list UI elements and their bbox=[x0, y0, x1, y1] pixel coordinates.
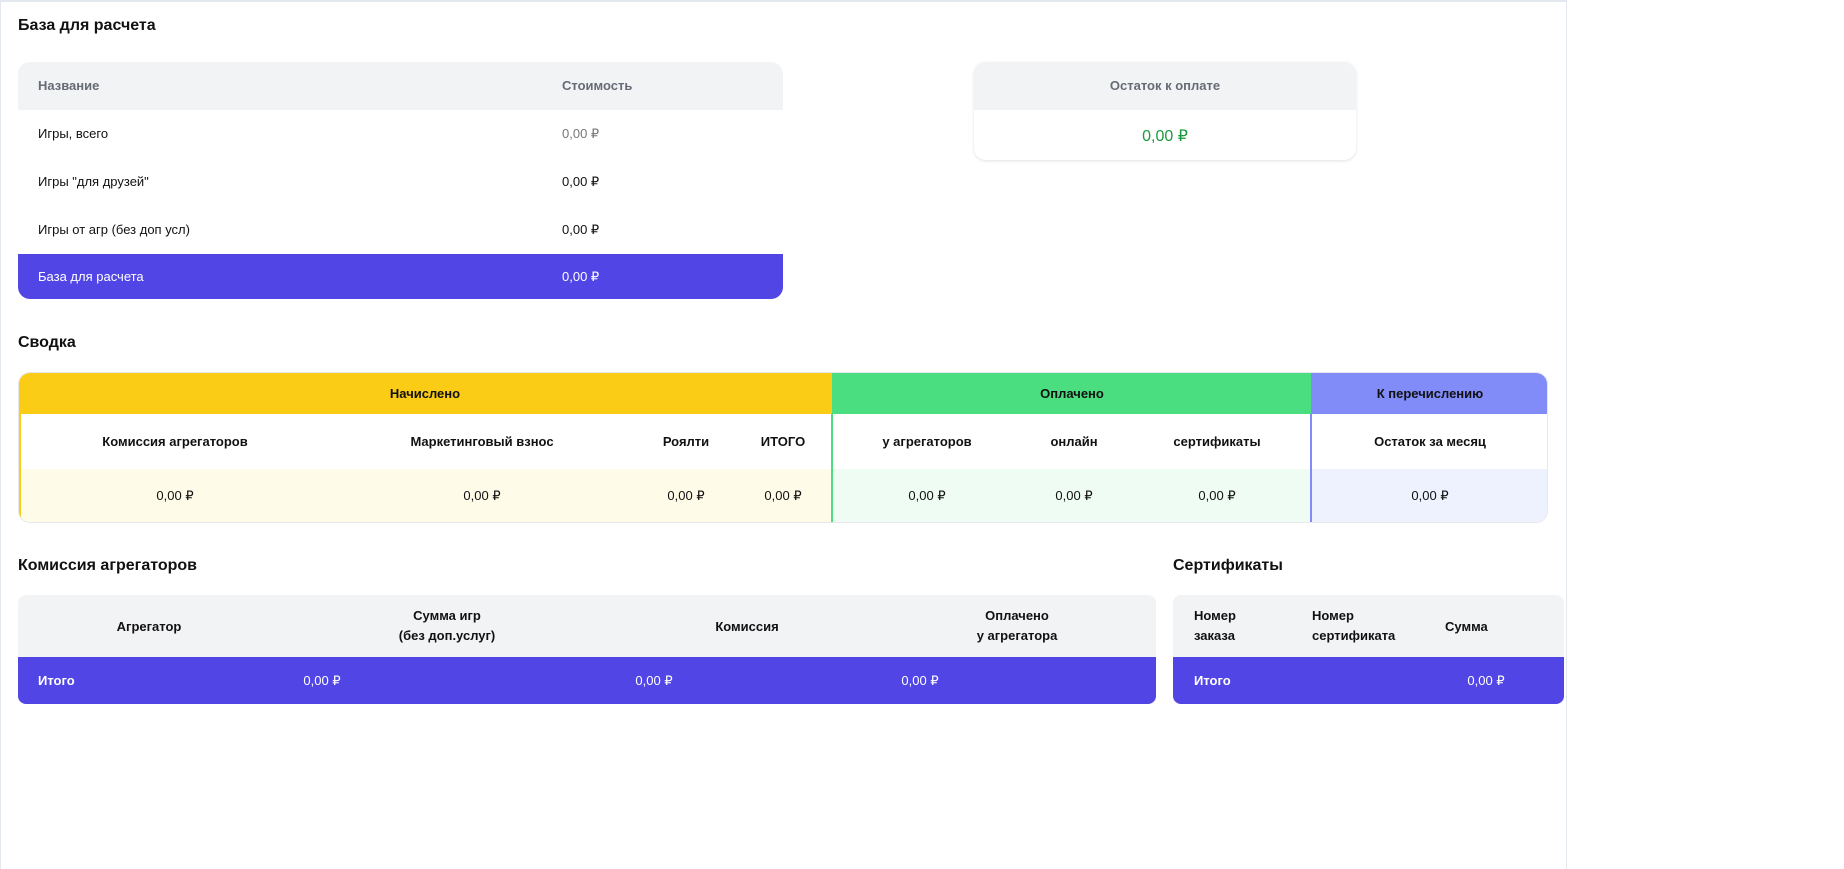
cell-value: 0,00 ₽ bbox=[463, 488, 501, 503]
row-name: Игры от агр (без доп усл) bbox=[38, 222, 190, 237]
col-header: (без доп.услуг) bbox=[398, 628, 496, 643]
group-accrued: Начислено bbox=[19, 373, 832, 414]
cell-value: 0,00 ₽ bbox=[667, 488, 705, 503]
row-value: 0,00 ₽ bbox=[562, 174, 600, 189]
group-label: К перечислению bbox=[1376, 386, 1484, 401]
col-name-header: Название bbox=[38, 78, 100, 93]
col-header: онлайн bbox=[1050, 434, 1098, 449]
content-panel bbox=[0, 0, 1567, 869]
col-header: Агрегатор bbox=[116, 619, 182, 634]
table-row: Игры "для друзей" 0,00 ₽ bbox=[18, 158, 783, 206]
table-row: Игры от агр (без доп усл) 0,00 ₽ bbox=[18, 206, 783, 254]
aggregators-table: Агрегатор Сумма игр (без доп.услуг) Коми… bbox=[18, 595, 1156, 704]
aggregators-total-row: Итого 0,00 ₽ 0,00 ₽ 0,00 ₽ bbox=[18, 657, 1156, 704]
base-table-header: Название Стоимость bbox=[18, 62, 783, 110]
aggregators-section-title: Комиссия агрегаторов bbox=[18, 557, 197, 574]
col-header: Маркетинговый взнос bbox=[410, 434, 554, 449]
certificates-header: Номер заказа Номер сертификата Сумма bbox=[1173, 595, 1564, 657]
total-sum: 0,00 ₽ bbox=[1467, 673, 1505, 688]
remaining-card: Остаток к оплате 0,00 ₽ bbox=[974, 62, 1356, 160]
base-section-title: База для расчета bbox=[18, 17, 156, 34]
col-cost-header: Стоимость bbox=[562, 78, 633, 93]
total-paid: 0,00 ₽ bbox=[901, 673, 939, 688]
col-header: сертификаты bbox=[1173, 434, 1261, 449]
col-header: Оплачено bbox=[985, 608, 1049, 623]
total-label: Итого bbox=[1194, 673, 1231, 688]
col-header: Комиссия bbox=[715, 619, 779, 634]
summary-table: Начислено Оплачено К перечислению Комисс… bbox=[18, 372, 1548, 523]
col-header: у агрегаторов bbox=[882, 434, 972, 449]
total-label: Итого bbox=[38, 673, 75, 688]
cell-value: 0,00 ₽ bbox=[1411, 488, 1449, 503]
certificates-table: Номер заказа Номер сертификата Сумма Ито… bbox=[1173, 595, 1564, 704]
col-header: у агрегатора bbox=[976, 628, 1058, 643]
col-header: Сумма игр bbox=[413, 608, 481, 623]
remaining-label: Остаток к оплате bbox=[1109, 78, 1221, 93]
col-header: сертификата bbox=[1312, 628, 1396, 643]
col-header: Номер bbox=[1312, 608, 1354, 623]
row-name: Игры "для друзей" bbox=[38, 174, 149, 189]
total-label: База для расчета bbox=[38, 269, 144, 284]
col-header: ИТОГО bbox=[760, 434, 806, 449]
cell-value: 0,00 ₽ bbox=[1055, 488, 1093, 503]
base-total-row: База для расчета 0,00 ₽ bbox=[18, 254, 783, 299]
col-header: Сумма bbox=[1445, 619, 1488, 634]
total-value: 0,00 ₽ bbox=[562, 269, 600, 284]
group-transfer: К перечислению bbox=[1311, 373, 1547, 414]
certificates-section-title: Сертификаты bbox=[1173, 557, 1283, 574]
col-header: заказа bbox=[1194, 628, 1235, 643]
row-value: 0,00 ₽ bbox=[562, 126, 600, 141]
table-row: Игры, всего 0,00 ₽ bbox=[18, 110, 783, 158]
cell-value: 0,00 ₽ bbox=[908, 488, 946, 503]
remaining-value: 0,00 ₽ bbox=[1142, 128, 1188, 145]
total-sum: 0,00 ₽ bbox=[303, 673, 341, 688]
group-label: Оплачено bbox=[1040, 386, 1104, 401]
cell-value: 0,00 ₽ bbox=[156, 488, 194, 503]
col-header: Остаток за месяц bbox=[1374, 434, 1486, 449]
col-header: Номер bbox=[1194, 608, 1236, 623]
group-paid: Оплачено bbox=[832, 373, 1311, 414]
aggregators-header: Агрегатор Сумма игр (без доп.услуг) Коми… bbox=[18, 595, 1156, 657]
base-table: Название Стоимость Игры, всего 0,00 ₽ Иг… bbox=[18, 62, 783, 299]
cell-value: 0,00 ₽ bbox=[1198, 488, 1236, 503]
cell-value: 0,00 ₽ bbox=[764, 488, 802, 503]
col-header: Комиссия агрегаторов bbox=[102, 434, 248, 449]
group-label: Начислено bbox=[389, 386, 461, 401]
certificates-total-row: Итого 0,00 ₽ bbox=[1173, 657, 1564, 704]
row-value: 0,00 ₽ bbox=[562, 222, 600, 237]
summary-section-title: Сводка bbox=[18, 334, 76, 351]
col-header: Роялти bbox=[662, 434, 710, 449]
row-name: Игры, всего bbox=[38, 126, 109, 141]
total-commission: 0,00 ₽ bbox=[635, 673, 673, 688]
